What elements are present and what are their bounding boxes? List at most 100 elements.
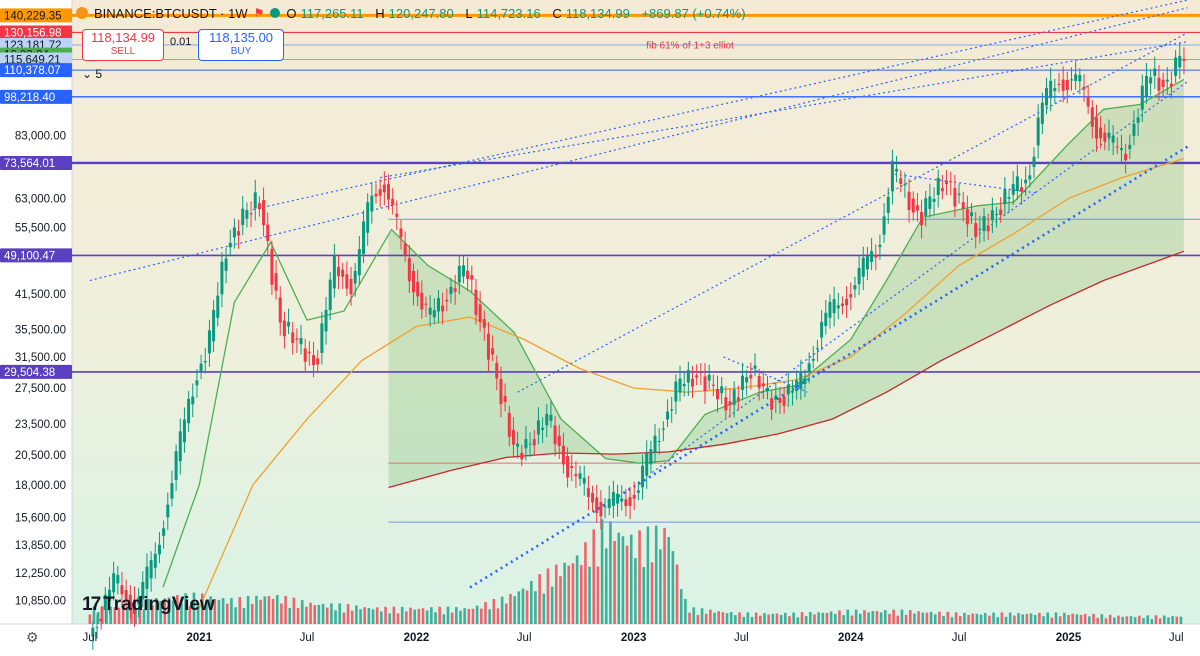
volume-bar xyxy=(684,598,687,624)
volume-bar xyxy=(438,606,441,624)
volume-bar xyxy=(917,611,920,624)
settings-gear-icon[interactable]: ⚙ xyxy=(26,629,39,645)
y-tick-label: 83,000.00 xyxy=(15,130,66,142)
volume-bar xyxy=(221,598,225,624)
candle-body xyxy=(974,223,978,238)
volume-bar xyxy=(1171,615,1174,624)
tradingview-logo[interactable]: 17 TradingView xyxy=(82,594,215,616)
volume-bar xyxy=(625,545,629,624)
dotted-trend-line xyxy=(651,81,1188,474)
candle-body xyxy=(1040,102,1044,124)
candle-body xyxy=(312,355,316,366)
candle-body xyxy=(878,244,882,248)
volume-bar xyxy=(946,611,950,624)
volume-bar xyxy=(617,532,621,624)
candle-body xyxy=(441,305,445,312)
volume-bar xyxy=(384,606,387,624)
candle-body xyxy=(686,369,690,383)
candle-body xyxy=(711,384,715,386)
x-tick-label: 2021 xyxy=(187,632,213,644)
candle-body xyxy=(403,243,407,255)
volume-bar xyxy=(1054,612,1058,624)
candle-body xyxy=(95,627,99,629)
volume-bar xyxy=(496,608,500,624)
volume-bar xyxy=(217,599,221,624)
candle-body xyxy=(953,188,957,207)
candle-body xyxy=(407,258,411,282)
candle-body xyxy=(853,285,857,290)
price-label-text: 49,100.47 xyxy=(4,250,55,262)
volume-bar xyxy=(1121,616,1124,624)
volume-bar xyxy=(775,613,779,624)
buy-button[interactable]: 118,135.00 BUY xyxy=(198,29,284,61)
candle-body xyxy=(178,431,182,462)
candle-body xyxy=(432,310,436,318)
volume-bar xyxy=(413,609,416,624)
candle-body xyxy=(824,312,828,326)
candle-body xyxy=(1036,117,1040,146)
candle-body xyxy=(874,254,878,258)
volume-bar xyxy=(829,611,833,624)
volume-bar xyxy=(1142,618,1145,624)
volume-bar xyxy=(971,613,975,624)
candle-body xyxy=(774,395,778,400)
y-tick-label: 27,500.00 xyxy=(15,383,66,395)
volume-bar xyxy=(1071,613,1074,624)
candle-body xyxy=(536,420,540,435)
candle-body xyxy=(503,395,507,402)
volume-bar xyxy=(963,612,966,624)
candle-body xyxy=(303,348,307,362)
volume-bar xyxy=(842,615,845,624)
volume-bar xyxy=(746,612,750,624)
candle-body xyxy=(949,181,953,183)
candle-body xyxy=(965,209,969,225)
volume-bar xyxy=(796,617,800,624)
candle-body xyxy=(703,376,707,392)
volume-bar xyxy=(738,612,741,624)
candle-body xyxy=(1015,176,1019,192)
indicator-count: 5 xyxy=(95,67,103,81)
candle-body xyxy=(428,307,432,315)
volume-bar xyxy=(838,610,841,624)
candle-body xyxy=(849,294,853,298)
candle-body xyxy=(757,376,761,389)
volume-bar xyxy=(200,593,204,624)
flag-icon[interactable]: ⚑ xyxy=(253,6,265,20)
volume-bar xyxy=(338,603,342,624)
spread-value: 0.01 xyxy=(170,36,192,48)
indicator-toggle[interactable]: ⌄ 5 xyxy=(82,67,102,81)
candle-body xyxy=(628,497,632,506)
candle-body xyxy=(224,258,228,271)
volume-bar xyxy=(271,598,275,624)
symbol-title[interactable]: BINANCE:BTCUSDT · 1W xyxy=(94,5,248,21)
volume-bar xyxy=(500,596,504,624)
candle-body xyxy=(782,396,786,406)
sell-button[interactable]: 118,134.99 SELL xyxy=(82,29,164,61)
candle-body xyxy=(803,378,807,384)
volume-bar xyxy=(1021,614,1025,624)
volume-bar xyxy=(696,614,700,624)
candle-body xyxy=(566,455,570,478)
volume-bar xyxy=(184,593,187,624)
volume-bar xyxy=(792,612,795,624)
candle-body xyxy=(895,168,899,172)
volume-bar xyxy=(942,615,945,624)
volume-bar xyxy=(988,615,991,624)
volume-bar xyxy=(904,614,908,624)
volume-bar xyxy=(883,610,887,624)
candle-body xyxy=(591,492,595,503)
candle-body xyxy=(807,363,811,373)
volume-bar xyxy=(825,612,829,624)
volume-bar xyxy=(321,603,325,624)
candle-body xyxy=(474,289,478,315)
volume-bar xyxy=(525,590,529,624)
volume-bar xyxy=(1050,617,1054,624)
volume-bar xyxy=(671,551,675,624)
price-label-text: 98,218.40 xyxy=(4,92,55,104)
volume-bar xyxy=(1083,613,1087,624)
volume-bar xyxy=(1008,612,1012,624)
candle-body xyxy=(670,409,674,411)
volume-bar xyxy=(742,616,745,624)
